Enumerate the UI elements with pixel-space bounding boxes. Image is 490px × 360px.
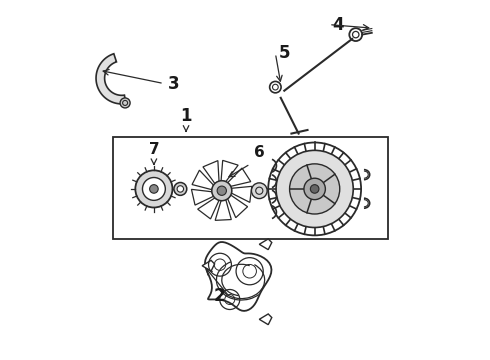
Text: 1: 1 — [180, 107, 192, 125]
Text: 6: 6 — [254, 145, 265, 160]
Polygon shape — [259, 314, 272, 325]
Polygon shape — [215, 200, 231, 220]
Circle shape — [174, 183, 187, 195]
Circle shape — [177, 186, 184, 192]
Polygon shape — [259, 239, 272, 249]
Polygon shape — [96, 54, 126, 104]
Bar — [113, 137, 388, 239]
Polygon shape — [192, 170, 214, 190]
Circle shape — [304, 178, 325, 200]
Text: 3: 3 — [168, 75, 180, 93]
Polygon shape — [228, 195, 247, 218]
Circle shape — [135, 170, 172, 207]
Polygon shape — [192, 189, 214, 205]
Polygon shape — [203, 161, 219, 184]
Circle shape — [149, 185, 158, 193]
Circle shape — [290, 164, 340, 214]
Circle shape — [120, 98, 130, 108]
Circle shape — [310, 185, 319, 193]
Circle shape — [276, 150, 353, 228]
Circle shape — [217, 186, 226, 195]
Circle shape — [143, 177, 165, 201]
Text: 4: 4 — [333, 15, 344, 33]
Polygon shape — [221, 160, 238, 181]
Circle shape — [251, 183, 267, 199]
Polygon shape — [228, 168, 251, 186]
Polygon shape — [197, 198, 219, 219]
Text: 2: 2 — [214, 287, 225, 305]
Polygon shape — [202, 260, 215, 271]
Polygon shape — [231, 186, 252, 202]
Text: 7: 7 — [148, 142, 159, 157]
Text: 5: 5 — [279, 44, 291, 62]
Circle shape — [212, 181, 232, 201]
Polygon shape — [205, 242, 271, 311]
